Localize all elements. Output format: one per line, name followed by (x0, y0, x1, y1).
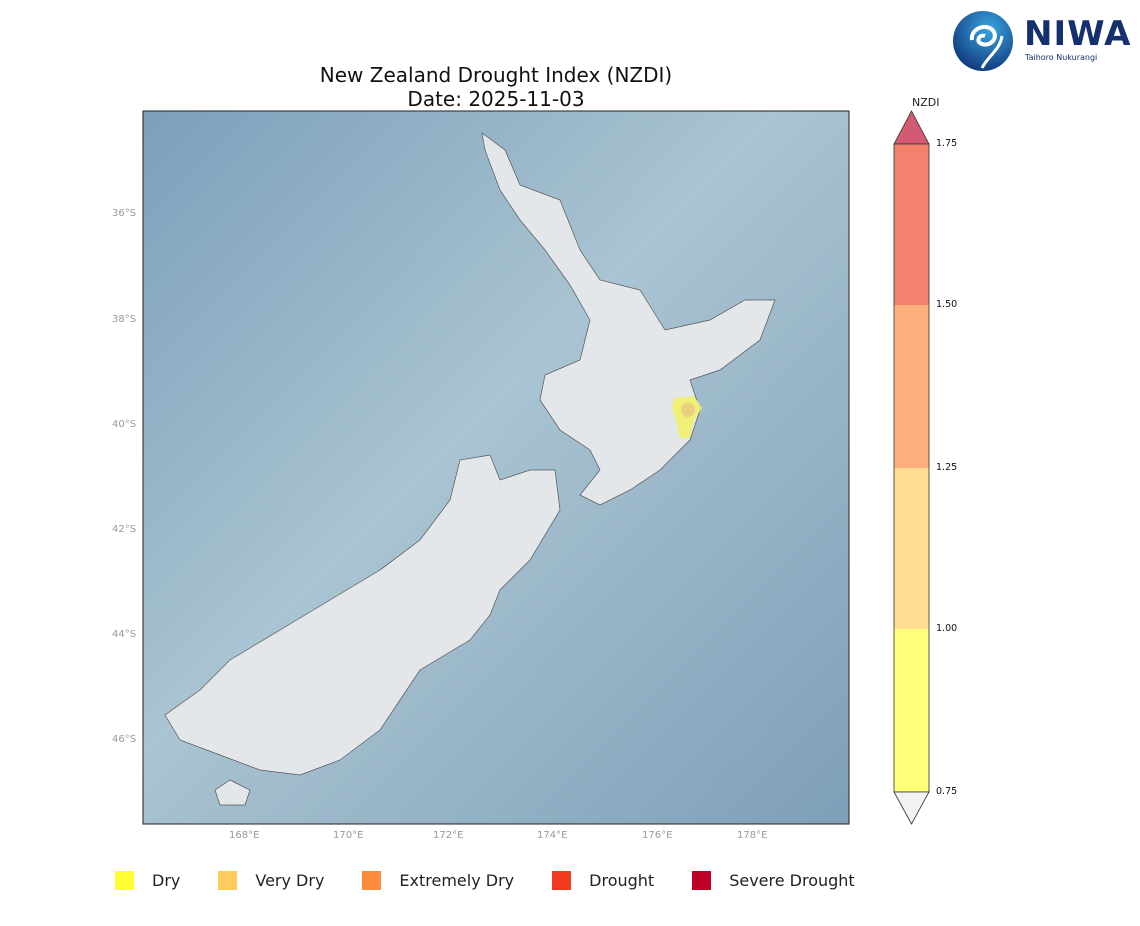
legend-item-very-dry: Very Dry (218, 871, 324, 890)
logo-name: NIWA (1024, 14, 1132, 54)
figure-date: Date: 2025-11-03 (407, 87, 585, 111)
lat-tick: 44°S (112, 629, 137, 640)
colorbar-band (894, 144, 929, 305)
colorbar-band (894, 305, 929, 468)
legend-item-drought: Drought (552, 871, 654, 890)
legend-swatch (218, 871, 238, 890)
legend: Dry Very Dry Extremely Dry Drought Sever… (115, 871, 893, 890)
colorbar-tick: 0.75 (936, 786, 958, 797)
legend-item-dry: Dry (115, 871, 180, 890)
lon-tick: 174°E (537, 830, 568, 841)
south-island (164, 454, 561, 776)
legend-item-extremely-dry: Extremely Dry (362, 871, 514, 890)
stewart-island (214, 779, 251, 806)
lon-tick: 168°E (229, 830, 260, 841)
legend-label: Dry (152, 871, 181, 890)
legend-swatch (115, 871, 134, 890)
colorbar-band (894, 629, 929, 792)
lat-tick: 40°S (112, 419, 137, 430)
colorbar (893, 110, 930, 825)
colorbar-upper-extend (893, 110, 930, 145)
lon-tick: 178°E (737, 830, 768, 841)
lat-tick: 36°S (112, 208, 137, 219)
figure-title: New Zealand Drought Index (NZDI) (319, 63, 673, 87)
legend-label: Very Dry (255, 871, 325, 890)
niwa-swirl-icon (953, 11, 1013, 71)
colorbar-label: NZDI (912, 96, 940, 109)
legend-label: Drought (589, 871, 655, 890)
dry-region-hawkes-bay (672, 396, 702, 438)
colorbar-tick: 1.00 (936, 623, 958, 634)
lat-tick: 38°S (112, 314, 137, 325)
legend-label: Severe Drought (729, 871, 855, 890)
north-island (481, 132, 776, 506)
logo-tagline: Taihoro Nukurangi (1025, 53, 1098, 62)
colorbar-lower-extend (893, 791, 930, 825)
very-dry-spot (681, 403, 695, 417)
legend-swatch (692, 871, 712, 890)
lat-tick: 46°S (112, 734, 137, 745)
colorbar-band (894, 468, 929, 629)
legend-label: Extremely Dry (399, 871, 515, 890)
colorbar-tick: 1.25 (936, 462, 958, 473)
legend-swatch (362, 871, 382, 890)
colorbar-tick: 1.50 (936, 299, 958, 310)
colorbar-tick: 1.75 (936, 138, 958, 149)
legend-item-severe-drought: Severe Drought (692, 871, 855, 890)
lon-tick: 172°E (433, 830, 464, 841)
lat-tick: 42°S (112, 524, 137, 535)
lon-tick: 176°E (642, 830, 673, 841)
legend-swatch (552, 871, 572, 890)
lon-tick: 170°E (333, 830, 364, 841)
